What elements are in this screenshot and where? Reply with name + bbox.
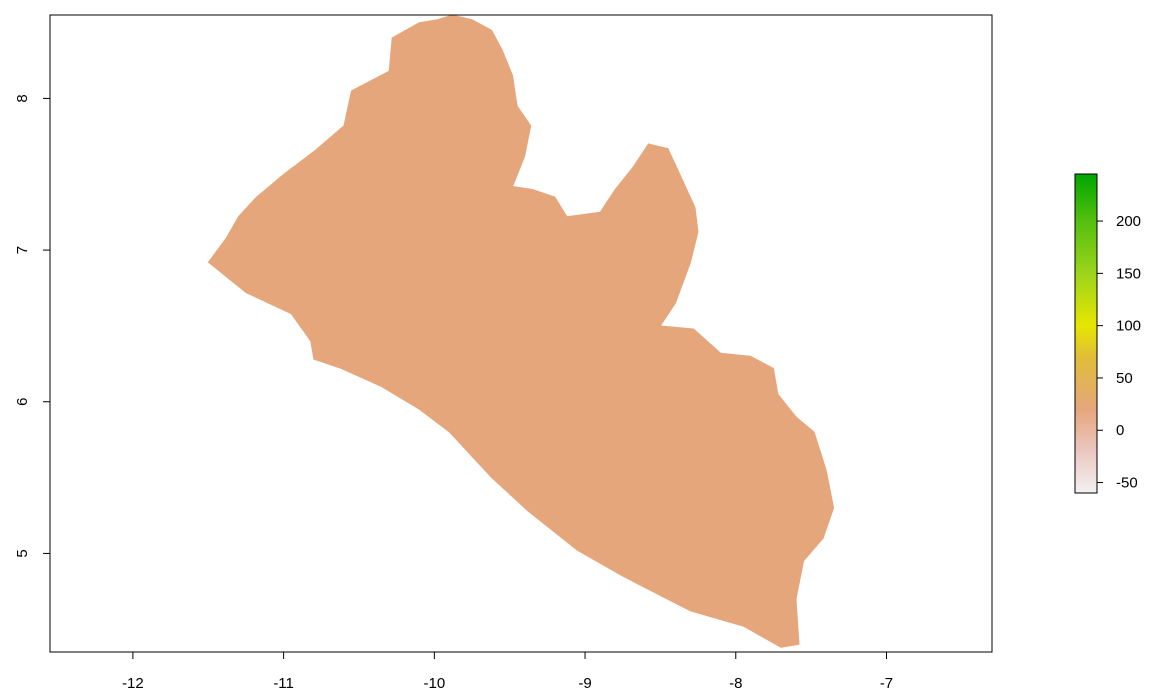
legend-tick-label: 0: [1116, 422, 1124, 439]
legend-tick-label: 200: [1116, 213, 1141, 230]
x-axis: -12 -11 -10 -9 -8 -7: [122, 651, 893, 692]
y-tick-label: 7: [14, 246, 31, 254]
legend-tick-label: 150: [1116, 265, 1141, 282]
legend-tick-label: 50: [1116, 370, 1133, 387]
raster-region-layer: [207, 14, 835, 648]
y-tick-label: 6: [14, 398, 31, 406]
x-tick-label: -8: [729, 675, 742, 692]
legend-color-bar: [1074, 173, 1098, 494]
x-tick-label: -10: [423, 675, 445, 692]
y-tick-label: 5: [14, 549, 31, 557]
x-tick-label: -9: [578, 675, 591, 692]
y-tick-label: 8: [14, 94, 31, 102]
x-tick-label: -12: [122, 675, 144, 692]
country-raster-region: [207, 14, 835, 648]
legend-tick-label: 100: [1116, 318, 1141, 335]
legend-tick-label: -50: [1116, 475, 1138, 492]
color-legend: 200 150 100 50 0 -50: [1074, 173, 1141, 494]
x-tick-label: -7: [880, 675, 893, 692]
y-axis: 5 6 7 8: [14, 94, 51, 558]
x-tick-label: -11: [273, 675, 294, 692]
